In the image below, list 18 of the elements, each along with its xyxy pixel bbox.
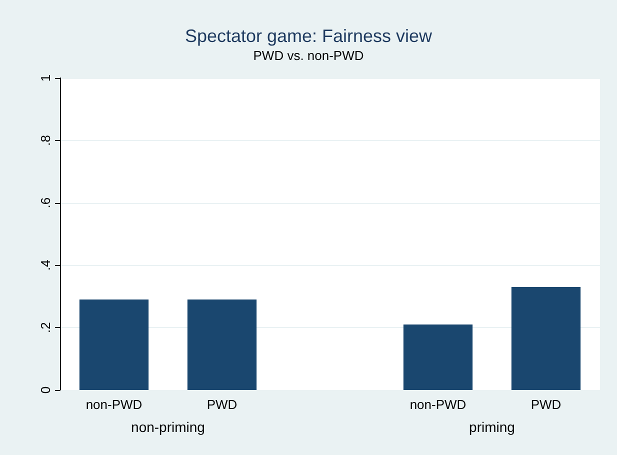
bar: [79, 300, 149, 390]
chart-subtitle: PWD vs. non-PWD: [253, 48, 364, 63]
x-tick-label: non-PWD: [86, 397, 142, 412]
x-tick-label: PWD: [206, 397, 238, 412]
text: non-priming: [131, 419, 205, 435]
bar: [403, 324, 473, 390]
bar: [511, 287, 581, 390]
x-tick-label: non-PWD: [410, 397, 466, 412]
chart-title: Spectator game: Fairness view: [184, 26, 434, 46]
text: priming: [469, 419, 515, 435]
y-tick-label: 1: [38, 74, 53, 82]
y-tick-label: .8: [38, 134, 53, 146]
y-tick-label: .4: [38, 260, 53, 271]
x-tick-label: PWD: [530, 397, 562, 412]
y-tick-label: .2: [38, 322, 53, 334]
y-tick-label: 0: [38, 386, 53, 394]
y-tick-label: .6: [38, 197, 53, 208]
bar: [187, 300, 257, 390]
